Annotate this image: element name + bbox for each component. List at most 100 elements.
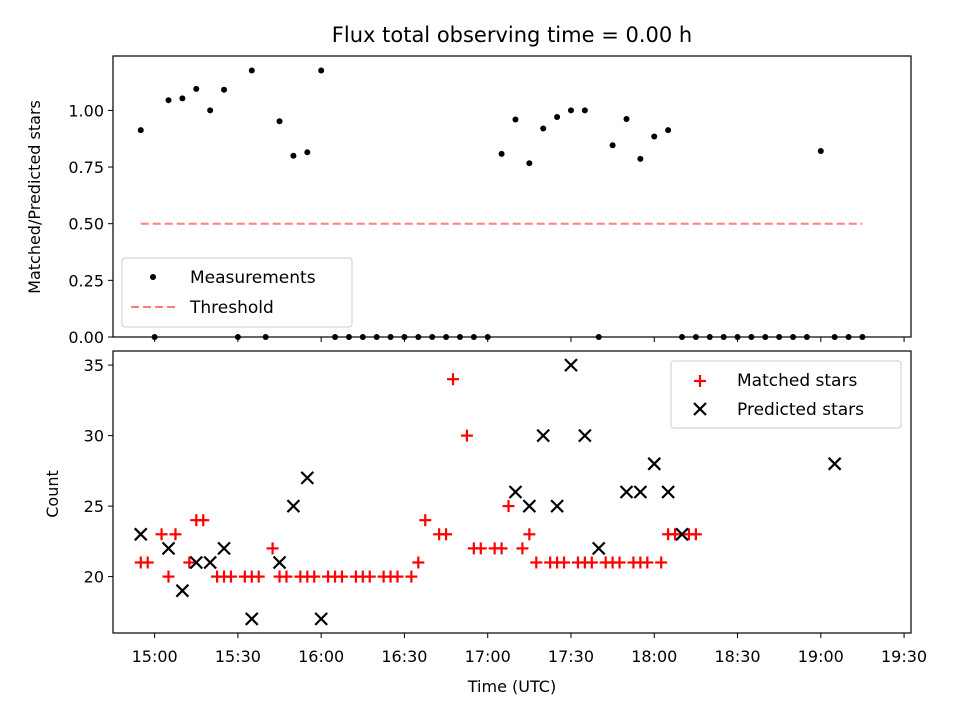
bottom-xtick-label-9: 19:30 [881,647,927,666]
matched-star-point [252,570,265,583]
matched-star-point [224,570,237,583]
measurement-point [637,155,644,162]
predicted-star-point [661,485,675,499]
predicted-star-point [536,428,551,443]
measurement-point [207,107,214,114]
top-ytick-label-0: 0.00 [68,328,104,347]
bottom-x-ticks: 15:00 15:30 16:00 16:30 17:00 17:30 18:00 18:30… [132,633,927,666]
legend-predicted-marker [693,402,707,416]
matched-star-point [440,528,453,541]
top-marks [137,67,866,340]
predicted-star-point [578,428,592,443]
predicted-star-point [619,485,634,499]
matched-star-point [419,514,432,527]
matched-star-point [162,570,175,583]
predicted-star-point [189,555,204,570]
matched-star-point [183,556,196,569]
predicted-star-point [217,541,231,556]
bottom-ytick-label-2: 30 [84,427,104,446]
predicted-star-point [245,612,259,626]
top-ytick-label-1: 0.25 [68,271,104,290]
matched-star-point [474,542,487,555]
bottom-xtick-label-7: 18:30 [714,647,760,666]
bottom-ytick-label-0: 20 [84,568,104,587]
matched-star-point [502,500,515,513]
matched-star-point [363,570,376,583]
top-ylabel: Matched/Predicted stars [25,100,44,294]
legend-matched-label: Matched stars [737,371,857,391]
measurement-point [137,127,144,134]
predicted-star-point [286,499,301,513]
measurement-point [276,118,283,125]
predicted-star-point [314,612,328,626]
measurement-point [554,113,561,120]
measurement-point [526,160,533,167]
top-ytick-label-4: 1.00 [68,101,104,120]
matched-star-point [447,373,460,386]
predicted-star-point [675,527,689,542]
predicted-star-point [522,499,537,513]
top-axes-frame [112,55,912,338]
measurement-point [304,149,311,156]
matched-star-point [197,514,210,527]
matched-star-point [495,542,508,555]
measurement-point [498,150,505,157]
legend-measurements-marker [150,274,156,280]
matched-star-point [655,556,668,569]
bottom-panel: Count Time (UTC) 20 25 30 35 15:00 15:30 16:0… [43,350,927,696]
measurement-point [512,116,519,123]
predicted-star-point [300,471,315,485]
bottom-xtick-label-1: 15:30 [215,647,261,666]
bottom-ylabel: Count [43,470,62,518]
matched-star-point [460,429,473,442]
matched-star-point [308,570,321,583]
matched-star-point [558,556,571,569]
matched-star-point [169,528,182,541]
measurement-point [609,142,616,149]
measurement-point [165,97,172,104]
matched-star-point [530,556,543,569]
top-ytick-label-3: 0.75 [68,158,104,177]
predicted-star-point [272,555,287,570]
matched-star-point [689,528,702,541]
legend-predicted-label: Predicted stars [737,400,864,420]
matched-star-point [266,542,279,555]
top-panel: Flux total observing time = 0.00 h Match… [25,23,912,347]
predicted-star-point [647,457,662,471]
predicted-star-point [564,358,578,372]
top-title: Flux total observing time = 0.00 h [332,23,692,47]
predicted-star-point [175,583,190,598]
measurement-point [581,107,588,114]
legend-threshold-label: Threshold [189,298,274,318]
bottom-ytick-label-1: 25 [84,497,104,516]
matched-star-point [280,570,293,583]
matched-star-point [641,556,654,569]
bottom-ytick-label-3: 35 [84,356,104,375]
top-y-ticks: 0.00 0.25 0.50 0.75 1.00 [68,101,113,347]
measurement-point [318,67,325,74]
bottom-xtick-label-4: 17:00 [465,647,511,666]
predicted-star-point [827,457,842,471]
matched-star-point [391,570,404,583]
matched-star-point [585,556,598,569]
predicted-star-point [633,485,648,499]
matched-star-point [613,556,626,569]
bottom-xtick-label-3: 16:30 [381,647,427,666]
top-legend: Measurements Threshold [121,257,353,328]
matched-star-point [669,528,682,541]
matched-star-point [335,570,348,583]
bottom-xtick-label-0: 15:00 [132,647,178,666]
predicted-star-point [591,541,606,556]
measurement-point [567,107,574,114]
measurement-point [221,86,228,93]
matched-star-point [405,570,418,583]
matched-star-point [141,556,154,569]
bottom-axes-frame [112,350,912,634]
measurement-point [665,127,672,134]
matched-star-point [523,528,536,541]
measurement-point [179,95,186,102]
measurement-point [651,133,658,140]
matched-star-point [516,542,529,555]
bottom-marks [133,358,842,626]
